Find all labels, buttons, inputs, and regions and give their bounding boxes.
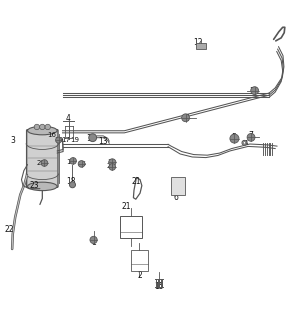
Circle shape (89, 134, 97, 142)
Text: 8: 8 (185, 114, 189, 123)
Text: 1: 1 (91, 237, 96, 246)
Circle shape (40, 124, 45, 130)
Text: 4: 4 (243, 140, 248, 146)
Text: 23: 23 (29, 181, 39, 190)
Circle shape (247, 133, 255, 141)
Text: 9: 9 (174, 183, 179, 192)
Circle shape (70, 157, 76, 164)
Circle shape (243, 142, 246, 144)
Text: 4: 4 (66, 114, 71, 123)
Ellipse shape (28, 126, 57, 135)
Text: 3: 3 (10, 136, 15, 145)
Circle shape (109, 159, 116, 166)
Circle shape (69, 182, 75, 188)
Text: 10: 10 (86, 134, 95, 143)
Ellipse shape (28, 182, 57, 191)
Circle shape (230, 134, 239, 143)
Text: 19: 19 (70, 137, 79, 143)
FancyBboxPatch shape (196, 43, 206, 49)
FancyBboxPatch shape (171, 177, 185, 195)
Text: 2: 2 (137, 271, 142, 280)
Text: 11: 11 (249, 87, 259, 96)
FancyBboxPatch shape (27, 130, 58, 187)
Text: 19: 19 (55, 137, 63, 143)
Text: 7: 7 (248, 132, 254, 140)
Text: 5: 5 (231, 133, 236, 142)
Text: 21: 21 (132, 177, 141, 186)
Text: 20: 20 (36, 160, 45, 166)
Circle shape (34, 124, 40, 130)
Circle shape (45, 124, 51, 130)
Text: 11: 11 (107, 158, 116, 164)
Circle shape (90, 236, 97, 244)
Text: 20: 20 (107, 163, 116, 169)
Circle shape (109, 164, 116, 170)
Text: 17: 17 (62, 137, 71, 143)
Circle shape (242, 140, 247, 145)
Text: 18: 18 (66, 177, 75, 186)
Circle shape (182, 114, 189, 122)
Text: 16: 16 (78, 161, 87, 167)
Text: 21: 21 (121, 202, 131, 211)
Text: 14: 14 (66, 158, 75, 164)
Circle shape (78, 161, 85, 167)
Circle shape (251, 87, 258, 94)
Text: 13: 13 (98, 137, 108, 147)
Text: 12: 12 (194, 38, 203, 47)
Text: 16: 16 (47, 132, 56, 138)
Text: 22: 22 (5, 225, 15, 234)
Text: 15: 15 (154, 282, 164, 291)
Text: 6: 6 (174, 193, 179, 202)
Circle shape (55, 137, 62, 143)
Circle shape (41, 160, 48, 166)
